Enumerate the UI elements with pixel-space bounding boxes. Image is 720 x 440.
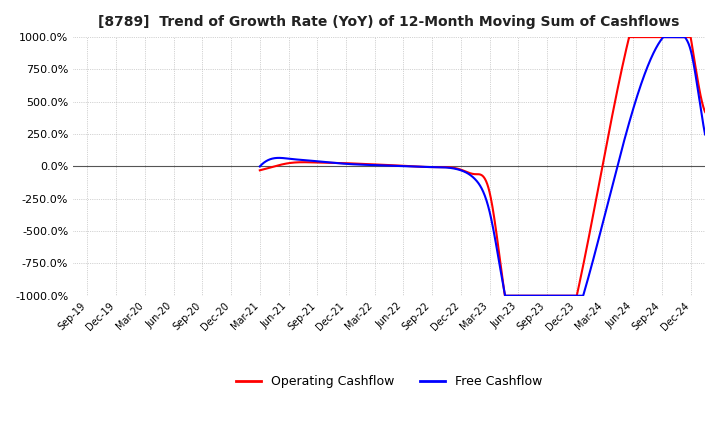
Legend: Operating Cashflow, Free Cashflow: Operating Cashflow, Free Cashflow: [231, 370, 547, 393]
Title: [8789]  Trend of Growth Rate (YoY) of 12-Month Moving Sum of Cashflows: [8789] Trend of Growth Rate (YoY) of 12-…: [99, 15, 680, 29]
